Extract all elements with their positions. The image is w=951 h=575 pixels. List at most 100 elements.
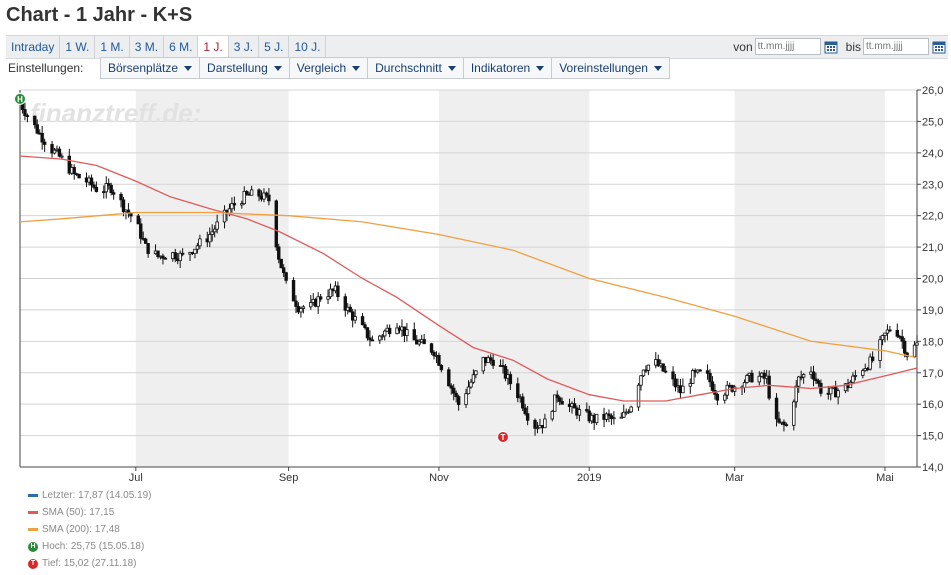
candle-body [481,356,485,372]
settings-menu[interactable]: Voreinstellungen [552,57,670,79]
candle-body [281,267,286,274]
candle-body [523,407,527,415]
candle-body [861,370,865,376]
candle-body [163,257,168,260]
candle-body [836,390,840,398]
candle-body [454,392,458,398]
candle-body [291,279,296,302]
candle-body [705,370,710,374]
candle-body [227,208,232,214]
calendar-icon[interactable] [932,40,946,54]
candle-body [67,155,71,174]
period-tab[interactable]: 3 M. [130,36,165,58]
sma50-line [19,155,918,402]
settings-menu[interactable]: Darstellung [200,57,290,79]
candle-body [698,369,702,372]
candle-body [673,378,678,388]
candle-body [198,238,202,247]
candle-body [471,374,476,383]
period-tab[interactable]: 5 J. [259,36,290,58]
candle-body [267,194,271,202]
candle-body [915,342,919,346]
candle-body [107,183,111,186]
candle-body [326,296,330,300]
settings-menu[interactable]: Indikatoren [463,57,553,79]
menu-label: Voreinstellungen [559,61,648,75]
period-tab[interactable]: 1 M. [95,36,130,58]
from-label: von [733,39,753,54]
x-tick-label: Mar [725,472,744,484]
candle-body [880,335,885,341]
candle-body [328,288,333,298]
period-tab[interactable]: Intraday [6,36,61,58]
y-tick-label: 26,0 [922,85,943,97]
settings-menu[interactable]: Börsenplätze [100,57,201,79]
candle-body [121,199,126,213]
candle-body [816,380,821,384]
candle-body [111,192,116,195]
y-tick-label: 21,0 [922,242,943,254]
candle-body [888,329,892,332]
candle-body [447,369,451,387]
candle-body [264,192,269,196]
y-tick-label: 17,0 [922,368,943,380]
x-tick-label: 2019 [577,472,601,484]
candle-body [814,378,818,382]
candle-body [279,258,283,269]
candle-body [245,191,249,195]
candle-body [139,223,143,239]
sma200-line [19,211,918,359]
candle-body [92,184,96,188]
candle-body [383,330,387,337]
period-tab[interactable]: 10 J. [289,36,327,58]
period-tab[interactable]: 1 W. [60,36,96,58]
period-tab[interactable]: 6 M. [164,36,199,58]
candle-body [257,189,261,197]
candle-body [604,413,609,420]
legend-text: Tief: 15,02 (27.11.18) [42,558,137,569]
candle-body [35,124,39,134]
legend-item: H Hoch: 25,75 (15.05.18) [28,538,152,555]
candle-body [42,141,47,145]
candle-body [195,245,200,250]
caret-down-icon [653,65,662,71]
marker-label: T [501,433,506,442]
candle-body [745,375,749,383]
from-date-input[interactable] [754,38,821,55]
calendar-icon[interactable] [824,40,838,54]
settings-menu[interactable]: Vergleich [289,57,369,79]
candle-body [474,370,478,376]
candle-body [208,234,212,243]
candle-body [488,357,493,361]
legend-text: SMA (200): 17,48 [42,524,120,535]
candle-body [466,386,471,395]
candle-body [309,302,313,308]
candle-body [681,385,685,394]
candle-body [636,384,641,408]
candle-body [508,374,513,385]
legend-text: Letzter: 17,87 (14.05.19) [42,490,152,501]
candle-body [503,365,508,379]
settings-menu[interactable]: Durchschnitt [368,57,464,79]
candle-body [52,149,57,154]
candle-body [885,329,890,334]
candle-body [557,397,562,402]
candle-body [750,372,754,383]
candle-body [249,189,254,196]
candle-body [215,221,219,230]
candle-body [452,387,456,394]
period-tab[interactable]: 1 J. [198,36,229,58]
candle-body [50,144,54,154]
candle-body [412,329,416,341]
candle-body [491,359,495,366]
candle-body [378,335,382,341]
candle-body [757,375,761,383]
candle-body [525,413,530,421]
candle-body [262,192,266,200]
period-tab[interactable]: 3 J. [229,36,260,58]
caret-down-icon [536,65,545,71]
candle-body [318,296,323,300]
to-date-input[interactable] [863,38,929,55]
low-marker [497,430,509,443]
candle-body [619,416,623,419]
